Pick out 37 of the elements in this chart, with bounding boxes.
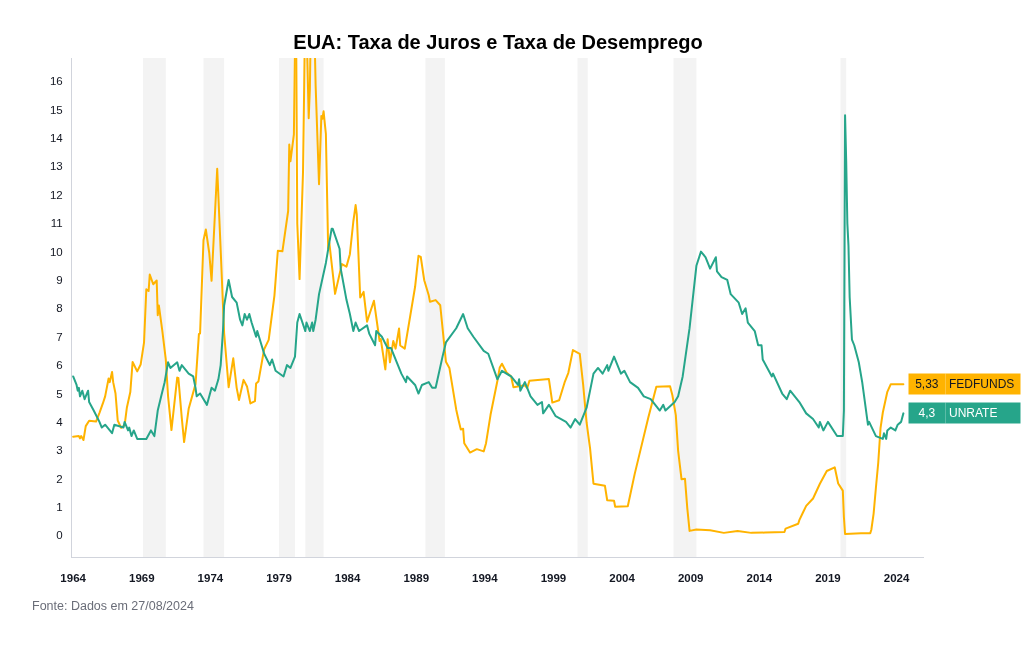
y-tick-label: 14 xyxy=(49,132,64,145)
x-tick-label: 1984 xyxy=(334,571,362,584)
y-tick-label: 5 xyxy=(56,387,63,400)
x-tick-label: 2009 xyxy=(677,571,704,584)
y-tick-label: 4 xyxy=(56,415,64,428)
x-tick-label: 1964 xyxy=(60,571,87,584)
x-tick-label: 2024 xyxy=(883,571,910,584)
x-tick-label: 1979 xyxy=(266,571,292,584)
y-tick-label: 1 xyxy=(56,501,63,514)
y-tick-label: 15 xyxy=(49,103,63,116)
y-tick-label: 10 xyxy=(49,245,63,258)
y-tick-label: 2 xyxy=(56,472,63,485)
x-tick-label: 1974 xyxy=(197,571,224,584)
line-series xyxy=(72,114,905,440)
y-tick-label: 0 xyxy=(56,529,63,542)
legend-label: FEDFUNDS xyxy=(949,377,1015,391)
y-tick-label: 7 xyxy=(56,330,63,343)
y-tick-label: 11 xyxy=(50,217,63,230)
y-tick-label: 6 xyxy=(56,359,63,372)
y-tick-label: 16 xyxy=(49,75,63,88)
x-tick-label: 1969 xyxy=(129,571,155,584)
data-label: 4,3 xyxy=(918,406,936,420)
legend-label: UNRATE xyxy=(949,406,998,420)
x-tick-label: 2014 xyxy=(746,571,773,584)
x-tick-label: 2019 xyxy=(815,571,841,584)
chart-title: EUA: Taxa de Juros e Taxa de Desemprego xyxy=(293,31,703,53)
y-tick-label: 3 xyxy=(56,444,63,457)
x-tick-label: 2004 xyxy=(609,571,636,584)
x-tick-label: 1989 xyxy=(403,571,430,584)
data-label: 5,33 xyxy=(915,377,939,391)
x-tick-label: 1994 xyxy=(472,571,499,584)
y-tick-label: 9 xyxy=(56,273,63,286)
y-tick-label: 12 xyxy=(49,188,63,201)
y-tick-label: 13 xyxy=(49,160,63,173)
x-tick-label: 1999 xyxy=(540,571,567,584)
y-tick-label: 8 xyxy=(56,302,63,315)
source-note: Fonte: Dados em 27/08/2024 xyxy=(32,599,194,613)
